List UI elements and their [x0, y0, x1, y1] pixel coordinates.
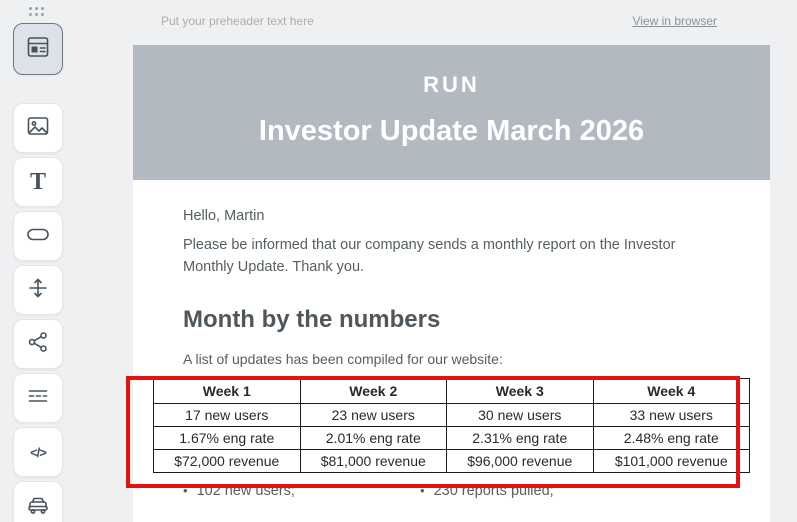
email-header-block[interactable]: RUN Investor Update March 2026 — [133, 45, 770, 180]
table-header-cell: Week 4 — [592, 377, 750, 404]
table-cell: 2.48% eng rate — [592, 425, 750, 450]
bullet-text: 230 reports pulled; — [433, 482, 554, 499]
menu-block-button[interactable] — [13, 373, 63, 423]
social-block-button[interactable] — [13, 319, 63, 369]
structures-block-button[interactable] — [13, 23, 63, 75]
table-row: 17 new users 23 new users 30 new users 3… — [153, 402, 750, 427]
html-block-icon: </> — [30, 444, 47, 460]
blocks-toolbar: T — [10, 0, 66, 522]
email-canvas[interactable]: RUN Investor Update March 2026 Hello, Ma… — [133, 45, 770, 522]
table-cell: $101,000 revenue — [592, 448, 750, 473]
email-title: Investor Update March 2026 — [258, 115, 645, 147]
table-cell: $81,000 revenue — [299, 448, 447, 473]
bullet-list[interactable]: • 102 new users; • 230 reports pulled; — [183, 483, 720, 499]
button-block-icon — [25, 221, 51, 252]
table-cell: 1.67% eng rate — [153, 425, 301, 450]
carousel-block-button[interactable] — [13, 481, 63, 522]
bullet-glyph: • — [420, 482, 425, 498]
table-header-row: Week 1 Week 2 Week 3 Week 4 — [153, 377, 750, 404]
text-block-icon: T — [29, 169, 46, 195]
view-in-browser-link[interactable]: View in browser — [632, 14, 717, 28]
html-block-button[interactable]: </> — [13, 427, 63, 477]
text-block-button[interactable]: T — [13, 157, 63, 207]
intro-text[interactable]: A list of updates has been compiled for … — [183, 350, 503, 367]
table-row: 1.67% eng rate 2.01% eng rate 2.31% eng … — [153, 425, 750, 450]
preheader-text[interactable]: Put your preheader text here — [161, 14, 314, 28]
section-title[interactable]: Month by the numbers — [183, 305, 441, 333]
table-cell: 17 new users — [153, 402, 301, 427]
carousel-block-icon — [25, 491, 51, 522]
table-cell: 30 new users — [446, 402, 594, 427]
table-header-cell: Week 1 — [153, 377, 301, 404]
button-block-button[interactable] — [13, 211, 63, 261]
greeting-text[interactable]: Hello, Martin — [183, 208, 265, 224]
table-cell: $96,000 revenue — [446, 448, 594, 473]
preheader-row: Put your preheader text here View in bro… — [133, 14, 770, 28]
stats-table[interactable]: Week 1 Week 2 Week 3 Week 4 17 new users… — [153, 377, 750, 473]
email-logo: RUN — [423, 72, 480, 97]
list-item: • 230 reports pulled; — [420, 483, 554, 499]
table-header-cell: Week 2 — [299, 377, 447, 404]
table-cell: 23 new users — [299, 402, 447, 427]
structures-block-icon — [25, 34, 51, 65]
table-cell: 2.31% eng rate — [446, 425, 594, 450]
table-row: $72,000 revenue $81,000 revenue $96,000 … — [153, 448, 750, 473]
body-paragraph[interactable]: Please be informed that our company send… — [183, 237, 676, 276]
list-item: • 102 new users; — [183, 483, 420, 499]
table-cell: $72,000 revenue — [153, 448, 301, 473]
drag-handle-dots[interactable] — [29, 7, 47, 19]
menu-block-icon — [25, 383, 51, 414]
spacer-block-button[interactable] — [13, 265, 63, 315]
email-body: Hello, Martin Please be informed that ou… — [133, 180, 770, 499]
table-cell: 2.01% eng rate — [299, 425, 447, 450]
bullet-glyph: • — [183, 482, 188, 498]
bullet-text: 102 new users; — [196, 482, 295, 499]
image-block-button[interactable] — [13, 103, 63, 153]
table-cell: 33 new users — [592, 402, 750, 427]
social-block-icon — [25, 329, 51, 360]
table-header-cell: Week 3 — [446, 377, 594, 404]
image-block-icon — [25, 113, 51, 144]
spacer-block-icon — [25, 275, 51, 306]
